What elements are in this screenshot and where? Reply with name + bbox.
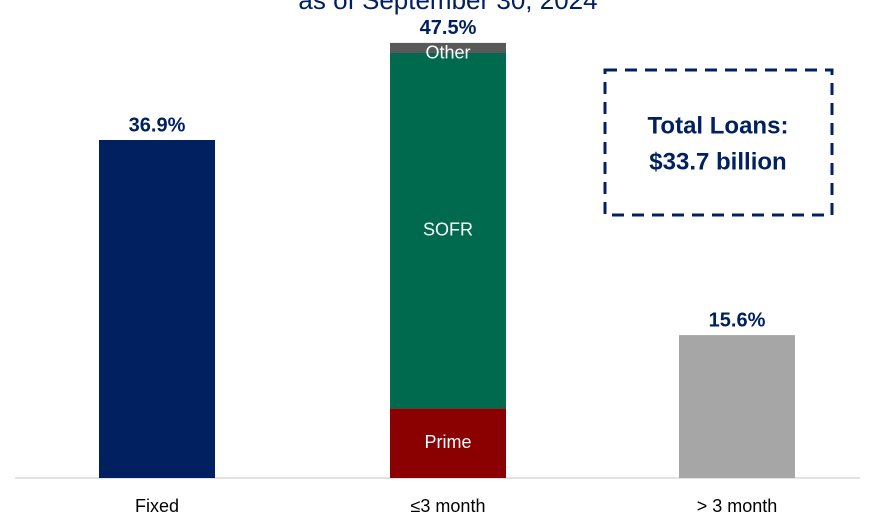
total-label: 47.5% <box>420 17 477 39</box>
total-label: 36.9% <box>129 114 186 136</box>
bar-segment <box>99 139 215 478</box>
x-tick-label: Fixed <box>135 496 179 516</box>
bar-segment <box>679 335 795 478</box>
x-tick-label: > 3 month <box>697 496 778 516</box>
total-label: 15.6% <box>709 309 766 331</box>
x-tick-label: ≤3 month <box>411 496 486 516</box>
annotation: $33.7 billion <box>649 148 786 175</box>
annotation-box <box>603 68 834 217</box>
bar-segment <box>390 408 506 478</box>
segment-label: SOFR <box>423 219 473 239</box>
segment-label: Prime <box>424 432 471 452</box>
bar-segment <box>390 52 506 409</box>
chart-subtitle: as of September 30, 2024 <box>298 0 597 15</box>
bar-segment <box>390 42 506 53</box>
annotation: Total Loans: <box>648 112 789 139</box>
segment-label: Other <box>425 43 470 63</box>
